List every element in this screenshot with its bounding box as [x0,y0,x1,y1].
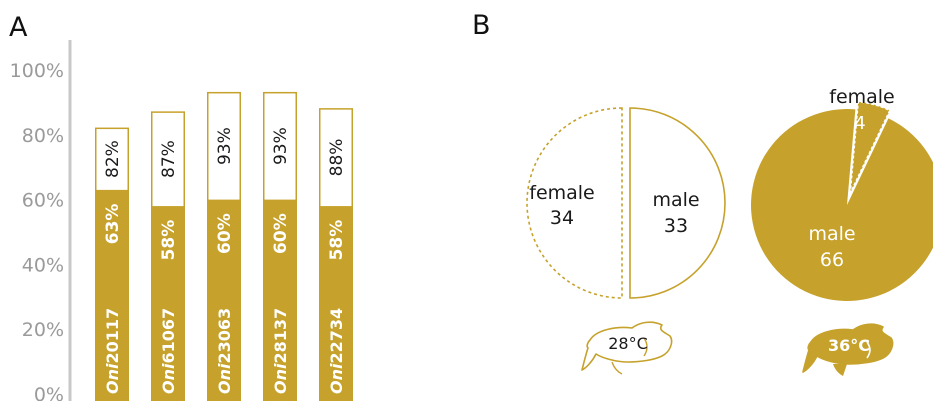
pie-chart-36c: female 4 male 66 [751,86,933,301]
bar-filled-20117 [95,189,129,401]
bar-label-outline: 93% [271,127,291,165]
y-tick-label: 0% [34,384,64,401]
slice-female [526,107,623,299]
slice-male [751,109,933,301]
slice-female [849,100,891,194]
category-label: Oni20117 [103,308,122,394]
panel-label-a: A [9,12,28,43]
y-tick-label: 20% [22,319,64,341]
bar-label-filled: 58% [159,220,179,261]
fish-icon-28c: 28°C [581,321,673,375]
bar-chart: 0% 20% 40% 60% 80% 100% 82% 63% Oni20117 87% 58% On… [10,40,353,401]
fish-gill [866,341,871,359]
category-label: Oni23063 [215,308,234,394]
fish-body [581,321,673,371]
bar-filled-23063 [207,199,241,401]
category-label: Oni61067 [159,308,178,394]
slice-value-female: 34 [550,207,574,229]
bar-filled-28137 [263,199,297,401]
bar-label-filled: 60% [271,213,291,254]
fish-gill [643,337,648,357]
slice-value-male: 66 [820,249,844,271]
y-tick-label: 100% [10,60,64,82]
fish-temperature-label: 36°C [828,336,870,355]
bar-label-filled: 60% [215,213,235,254]
slice-male [629,107,726,299]
bar-filled-22734 [319,206,353,401]
bar-label-filled: 63% [103,204,123,245]
bar-label-outline: 87% [159,140,179,178]
slice-label-male: male [652,189,699,211]
slice-label-female: female [529,182,595,204]
slice-value-male: 33 [664,215,688,237]
y-tick-label: 80% [22,125,64,147]
fish-fin [611,361,623,375]
slice-label-male: male [808,223,855,245]
bar-label-outline: 88% [327,139,347,177]
category-label: Oni28137 [271,308,290,394]
fish-fin [833,364,847,376]
fish-icon-36c: 36°C [802,323,894,376]
slice-value-female: 4 [854,113,865,134]
y-tick-label: 60% [22,190,64,212]
panel-label-b: B [472,10,491,41]
bar-filled-61067 [151,206,185,401]
fish-body [802,323,894,373]
category-label: Oni22734 [327,308,346,394]
bar-label-outline: 93% [215,127,235,165]
bar-label-filled: 58% [327,220,347,261]
pie-chart-28c: female 34 male 33 [526,107,726,299]
slice-label-female: female [829,86,895,108]
fish-temperature-label: 28°C [608,334,648,353]
y-tick-label: 40% [22,254,64,276]
bar-label-outline: 82% [103,140,123,178]
